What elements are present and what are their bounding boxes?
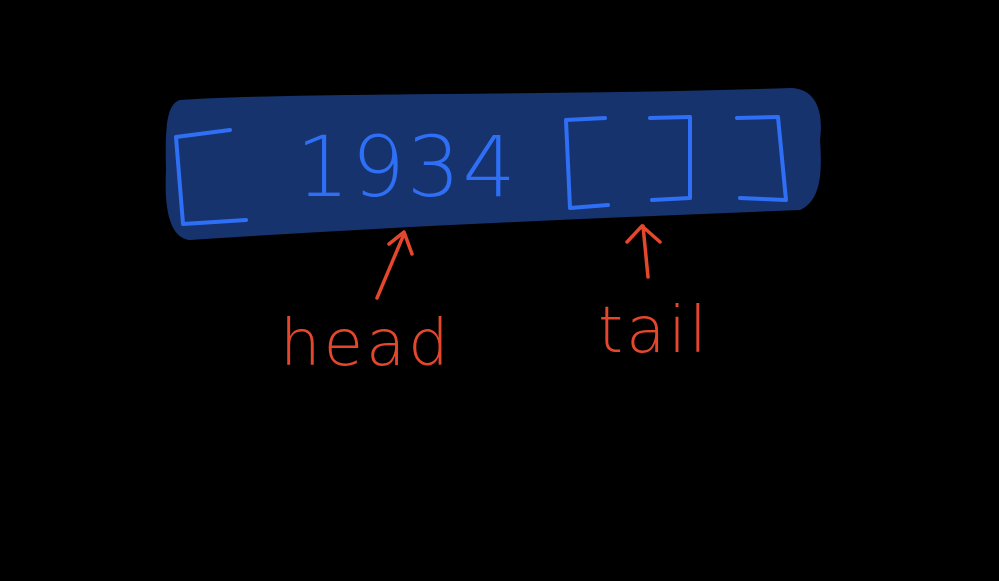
outer-left-bracket — [174, 128, 248, 226]
inner-left-bracket — [564, 116, 610, 210]
head-label: head — [280, 307, 452, 381]
highlighter-band — [165, 88, 821, 240]
outer-right-bracket — [735, 115, 788, 202]
array-value: 1934 — [296, 118, 518, 216]
head-arrow — [375, 230, 414, 300]
tail-arrow — [625, 224, 662, 279]
inner-right-bracket — [648, 115, 692, 202]
tail-label: tail — [598, 294, 710, 368]
